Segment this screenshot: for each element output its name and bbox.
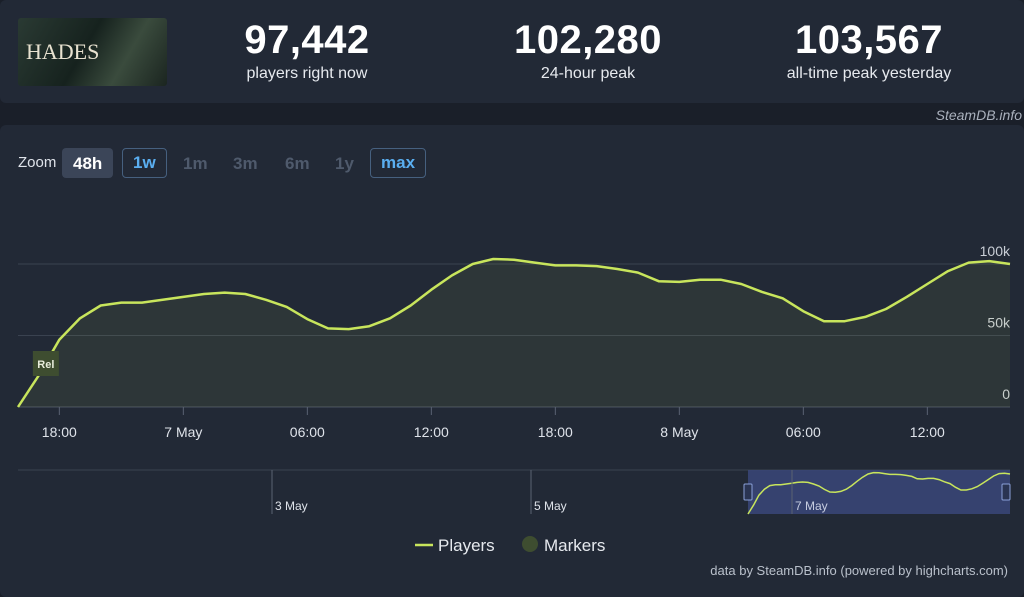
navigator-handle [1001,483,1011,501]
legend-swatch [522,536,538,552]
navigator-label: 7 May [795,499,828,513]
navigator-label: 5 May [534,499,567,513]
stat-value: 102,280 [513,18,663,62]
marker-label: Rel [37,359,54,371]
x-tick-label: 18:00 [538,424,573,440]
stat: 102,280 24-hour peak [458,18,718,83]
stat: 97,442 players right now [177,18,437,83]
source[interactable]: SteamDB.info [935,107,1022,123]
stat-value: 97,442 [244,18,370,62]
x-tick-label: 12:00 [910,424,945,440]
zoom-button[interactable]: 3m [233,154,258,173]
stats-panel: HADES 97,442 players right now 102,280 24-… [0,0,1024,103]
series-line [16,257,1011,408]
chart-panel [0,125,1024,597]
x-tick-label: 12:00 [414,424,449,440]
x-tick-label: 06:00 [786,424,821,440]
x-tick-label: 06:00 [290,424,325,440]
stat-label: 24-hour peak [540,65,636,82]
zoom-button[interactable]: max [370,148,427,178]
marker [32,351,59,376]
x-tick-label: 18:00 [42,424,77,440]
stat-label: all-time peak yesterday [786,65,952,82]
legend-label: Players [438,536,495,555]
navigator-label: 3 May [275,499,308,513]
stat: 103,567 all-time peak yesterday [739,18,999,83]
zoom-button[interactable]: 6m [285,154,310,173]
zoom-button[interactable]: 48h [62,148,114,178]
stat-label: players right now [246,65,368,82]
legend-label: Markers [544,536,605,555]
credit[interactable]: data by SteamDB.info (powered by highcha… [710,563,1008,578]
game-logo: HADES [18,18,167,86]
zoom-button[interactable]: 1w [122,148,167,178]
y-tick-label: 0 [1002,386,1010,402]
zoom-button[interactable]: 1m [183,154,208,173]
zoom-button[interactable]: 1y [335,154,354,173]
x-tick-label: 8 May [660,424,698,440]
y-tick-label: 100k [980,243,1011,259]
x-tick-label: 7 May [164,424,202,440]
zoom-label: Zoom [18,154,57,171]
area-fill [18,259,1010,407]
y-tick-label: 50k [987,315,1011,331]
navigator-handle [743,483,753,501]
navigator-selection [748,470,1010,514]
stat-value: 103,567 [794,18,944,62]
